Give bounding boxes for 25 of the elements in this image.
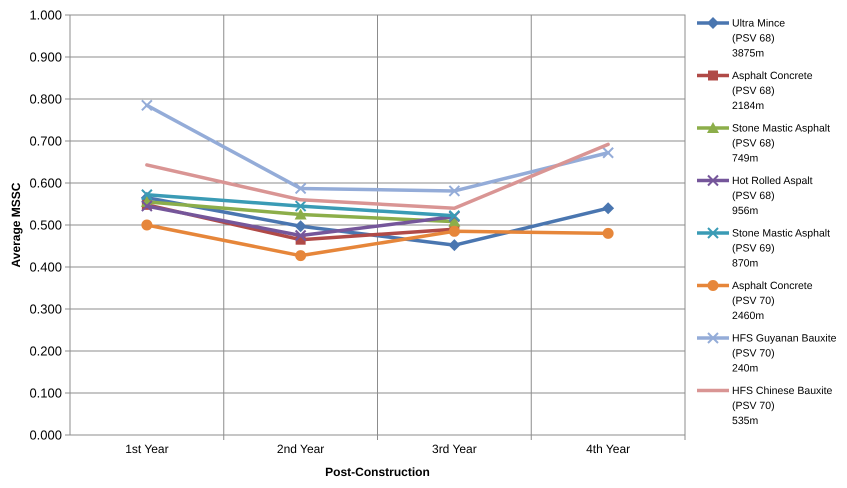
y-tick-label: 0.000 [29,428,62,443]
y-tick-label: 0.600 [29,176,62,191]
y-tick-label: 0.300 [29,302,62,317]
y-tick-label: 0.100 [29,386,62,401]
legend-label: Hot Rolled Aspalt (PSV 68) 956m [732,175,813,218]
legend-label: Stone Mastic Asphalt (PSV 69) 870m [732,228,830,270]
y-tick-label: 0.700 [29,134,62,149]
legend-label: Ultra Mince (PSV 68) 3875m [732,18,786,60]
legend-label: Asphalt Concrete (PSV 70) 2460m [732,280,813,322]
x-axis-title: Post-Construction [325,465,430,479]
legend-label: Asphalt Concrete (PSV 68) 2184m [732,70,813,112]
x-tick-label: 1st Year [125,442,169,456]
legend-label: HFS Guyanan Bauxite (PSV 70) 240m [732,332,837,375]
x-tick-label: 4th Year [586,442,630,456]
y-tick-label: 0.800 [29,92,62,107]
y-tick-label: 1.000 [29,8,62,23]
legend-label: Stone Mastic Asphalt (PSV 68) 749m [732,122,830,165]
x-tick-label: 3rd Year [432,442,477,456]
y-tick-label: 0.900 [29,50,62,65]
y-tick-label: 0.500 [29,218,62,233]
legend-label: HFS Chinese Bauxite (PSV 70) 535m [732,385,833,428]
y-tick-label: 0.400 [29,260,62,275]
y-tick-label: 0.200 [29,344,62,359]
x-tick-label: 2nd Year [276,442,324,456]
y-axis-title: Average MSSC [9,182,23,268]
